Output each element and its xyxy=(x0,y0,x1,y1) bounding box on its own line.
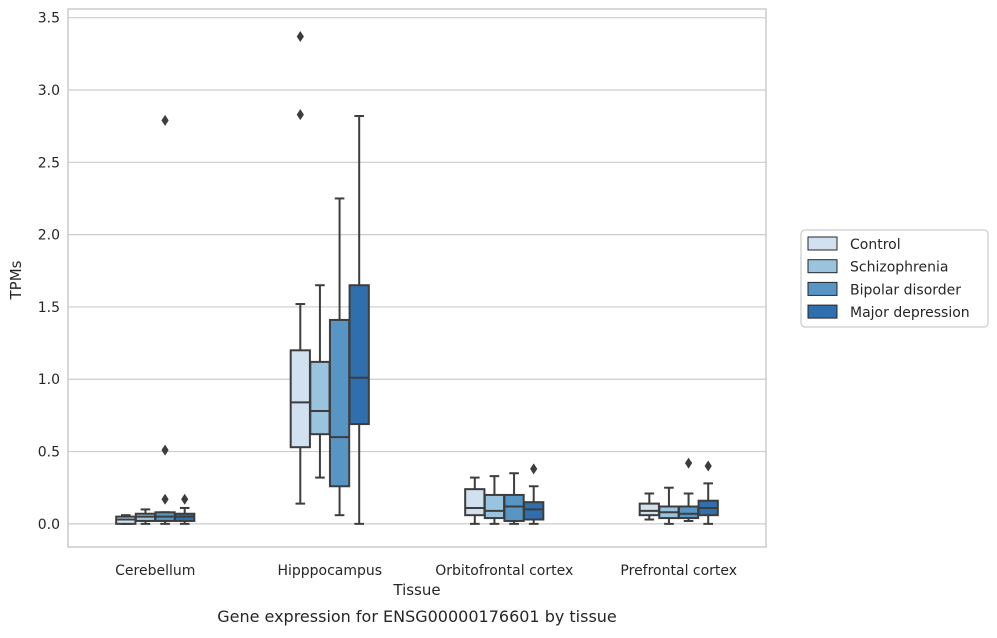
box-iqr xyxy=(348,284,370,426)
legend-label: Major depression xyxy=(850,305,970,321)
x-tick-label: Orbitofrontal cortex xyxy=(435,563,573,579)
y-tick-label: 2.0 xyxy=(38,228,60,244)
x-axis-ticks: Cerebellum Hipppocampus Orbitofrontal cort… xyxy=(115,563,737,579)
x-tick-label: Hipppocampus xyxy=(277,563,382,579)
box-iqr xyxy=(289,349,311,449)
y-tick-label: 3.0 xyxy=(38,83,60,99)
outlier-point xyxy=(296,109,304,121)
outlier-point xyxy=(296,30,304,42)
outlier-point xyxy=(530,463,538,475)
outlier-point xyxy=(161,493,169,505)
box-iqr xyxy=(464,488,486,517)
plot-area-frame xyxy=(67,8,767,548)
y-tick-label: 3.5 xyxy=(38,11,60,27)
legend-frame xyxy=(800,229,989,328)
legend-item: Control xyxy=(807,236,901,253)
y-tick-label: 2.5 xyxy=(38,155,60,171)
box-bipolar-disorder xyxy=(677,457,700,522)
x-axis-label: Tissue xyxy=(392,581,440,599)
y-tick-label: 0.0 xyxy=(38,517,60,533)
grid-lines xyxy=(68,17,766,525)
box-iqr xyxy=(638,502,660,517)
box-major-depression xyxy=(348,115,370,525)
y-axis-ticks: 0.0 0.5 1.0 1.5 2.0 2.5 3.0 3.5 xyxy=(38,11,60,533)
legend-item: Bipolar disorder xyxy=(807,281,961,298)
y-tick-label: 0.5 xyxy=(38,445,60,461)
box-iqr xyxy=(328,318,351,488)
box-groups xyxy=(115,30,719,525)
y-axis-label: TPMs xyxy=(7,260,25,300)
x-tick-label: Prefrontal cortex xyxy=(620,563,737,579)
box-iqr xyxy=(309,360,331,436)
legend-item: Major depression xyxy=(807,304,970,321)
box-schizophrenia xyxy=(658,486,680,525)
box-iqr xyxy=(677,505,700,520)
box-control xyxy=(289,30,311,505)
legend-swatch xyxy=(807,259,838,274)
y-tick-label: 1.0 xyxy=(38,372,60,388)
outlier-point xyxy=(161,114,169,126)
legend-swatch xyxy=(807,281,838,296)
box-control xyxy=(464,476,486,525)
legend-label: Control xyxy=(850,237,901,253)
legend: Control Schizophrenia Bipolar disorder Majo… xyxy=(800,229,989,328)
box-bipolar-disorder xyxy=(503,472,525,525)
box-control xyxy=(115,514,137,525)
x-tick-label: Cerebellum xyxy=(115,563,195,579)
outlier-point xyxy=(181,493,189,505)
chart-title: Gene expression for ENSG00000176601 by t… xyxy=(217,607,617,626)
box-iqr xyxy=(483,493,506,520)
legend-item: Schizophrenia xyxy=(807,259,948,276)
box-iqr xyxy=(523,501,545,521)
legend-swatch xyxy=(807,236,838,251)
legend-label: Schizophrenia xyxy=(850,260,948,276)
box-major-depression xyxy=(697,460,719,525)
outlier-point xyxy=(161,444,169,456)
box-bipolar-disorder xyxy=(328,197,351,517)
box-control xyxy=(638,492,660,521)
legend-swatch xyxy=(807,304,838,319)
box-iqr xyxy=(503,493,525,522)
box-schizophrenia xyxy=(134,508,157,525)
y-tick-label: 1.5 xyxy=(38,300,60,316)
box-bipolar-disorder xyxy=(154,114,176,525)
box-schizophrenia xyxy=(309,284,331,479)
box-major-depression xyxy=(174,493,196,525)
box-major-depression xyxy=(523,463,545,525)
box-schizophrenia xyxy=(483,475,506,525)
legend-label: Bipolar disorder xyxy=(850,282,961,298)
outlier-point xyxy=(684,457,693,469)
outlier-point xyxy=(704,460,712,472)
